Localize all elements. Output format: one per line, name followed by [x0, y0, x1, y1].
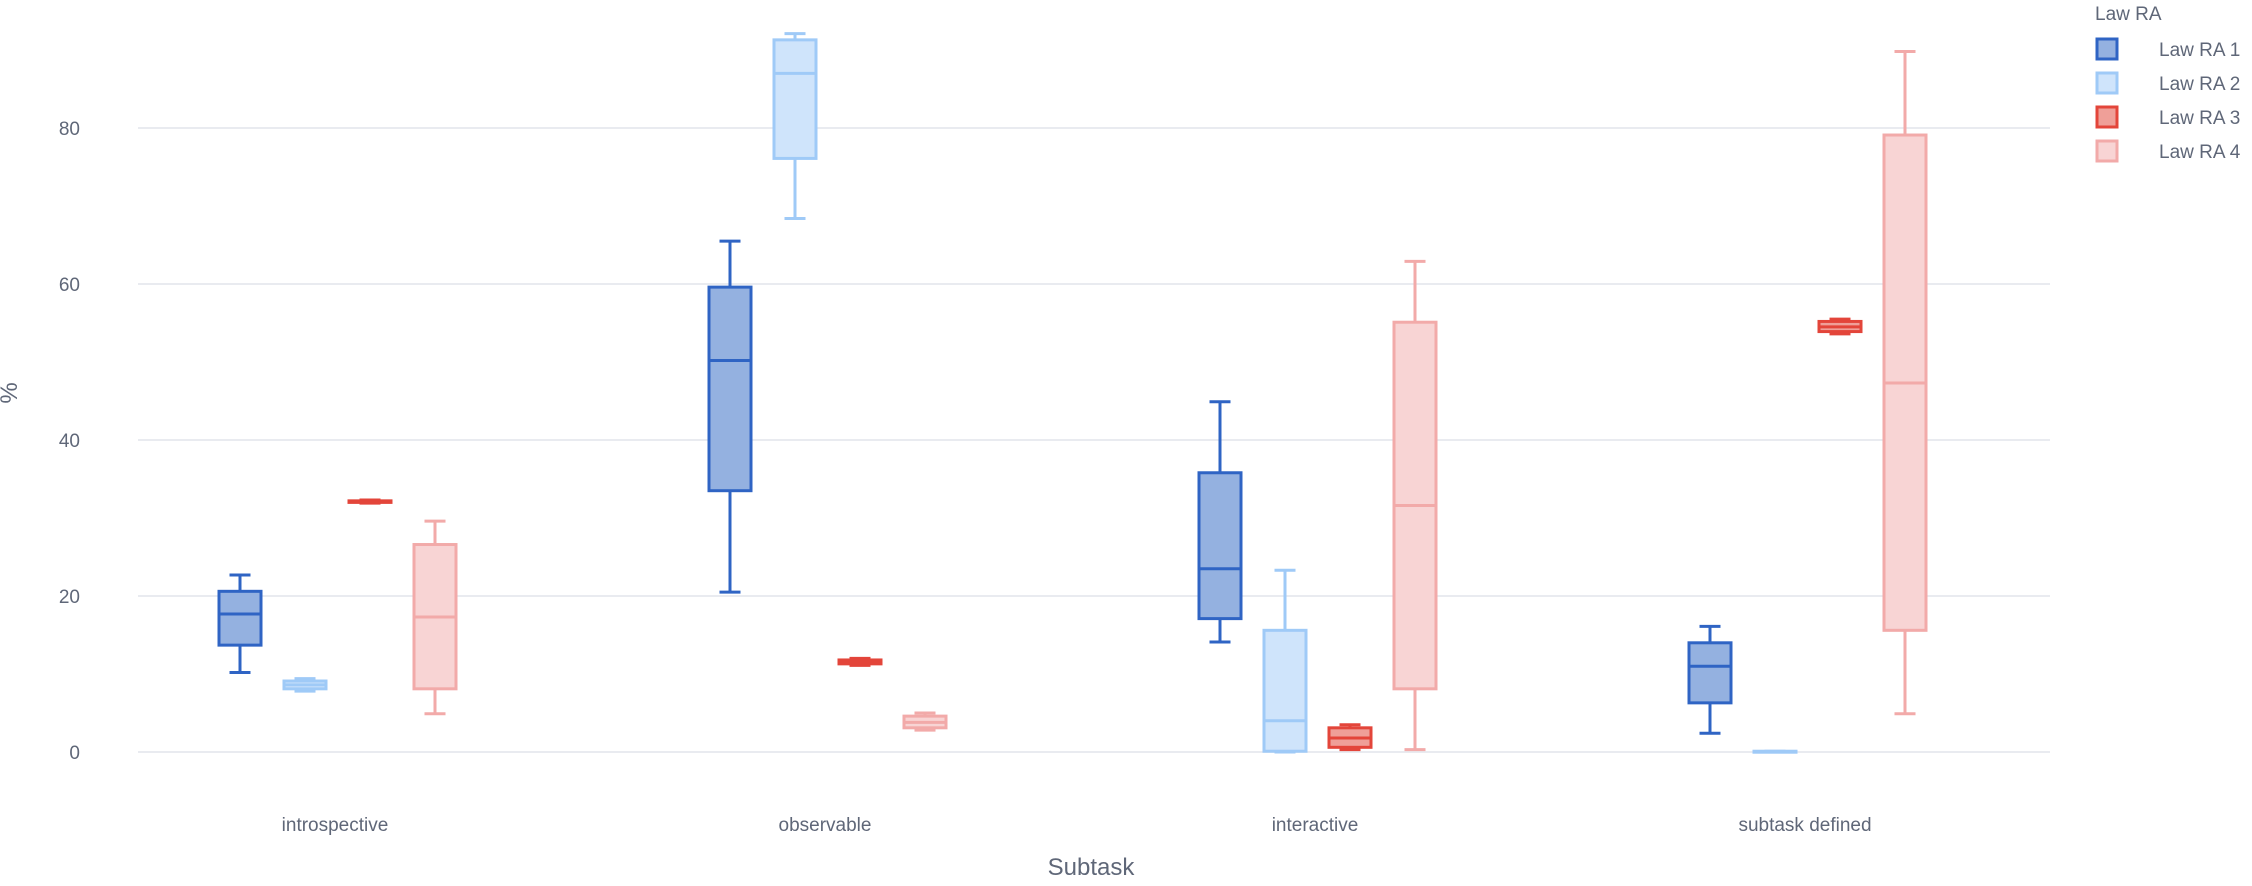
box[interactable]	[1197, 400, 1243, 644]
box[interactable]	[1392, 259, 1438, 752]
box-series	[217, 32, 1928, 754]
iqr-box[interactable]	[1687, 641, 1733, 705]
legend-title: Law RA	[2095, 4, 2162, 25]
legend-item[interactable]: Law RA 4	[2095, 139, 2241, 163]
y-tick-label: 80	[59, 119, 80, 140]
y-tick-label: 40	[59, 431, 80, 452]
legend-swatch	[2095, 139, 2119, 163]
iqr-box[interactable]	[217, 589, 263, 647]
iqr-box[interactable]	[707, 285, 753, 493]
box[interactable]	[282, 677, 328, 693]
box[interactable]	[1687, 624, 1733, 735]
x-axis-ticks: introspective observable interactive subtas…	[282, 815, 1872, 836]
series-law-ra-3	[347, 317, 1863, 752]
series-law-ra-4	[412, 50, 1928, 752]
box[interactable]	[707, 239, 753, 594]
box[interactable]	[347, 498, 393, 505]
box[interactable]	[1752, 749, 1798, 754]
legend-item[interactable]: Law RA 1	[2095, 37, 2240, 61]
y-tick-label: 0	[69, 743, 80, 764]
legend-swatch	[2095, 71, 2119, 95]
x-tick-label: subtask defined	[1738, 815, 1871, 836]
x-tick-label: observable	[779, 815, 872, 836]
legend-item[interactable]: Law RA 2	[2095, 71, 2240, 95]
series-law-ra-1	[217, 239, 1733, 735]
box[interactable]	[902, 711, 948, 732]
legend-label: Law RA 3	[2159, 108, 2240, 129]
y-tick-label: 20	[59, 587, 80, 608]
legend-item[interactable]: Law RA 3	[2095, 105, 2240, 129]
iqr-box[interactable]	[772, 38, 818, 160]
box[interactable]	[217, 573, 263, 674]
legend-swatch	[2095, 37, 2119, 61]
box[interactable]	[837, 656, 883, 667]
legend-label: Law RA 1	[2159, 40, 2240, 61]
y-axis-title: %	[0, 382, 23, 403]
legend-label: Law RA 2	[2159, 74, 2240, 95]
box[interactable]	[412, 519, 458, 716]
series-law-ra-2	[282, 32, 1798, 754]
box[interactable]	[1262, 568, 1308, 754]
box[interactable]	[1327, 723, 1373, 752]
legend-label: Law RA 4	[2159, 142, 2241, 163]
box[interactable]	[1817, 317, 1863, 336]
legend-items[interactable]: Law RA 1 Law RA 2 Law RA 3 Law RA 4	[2095, 37, 2241, 163]
x-axis-title: Subtask	[1048, 854, 1136, 881]
x-tick-label: interactive	[1272, 815, 1359, 836]
y-axis-ticks: 0 20 40 60 80	[59, 119, 80, 764]
legend[interactable]: Law RA Law RA 1 Law RA 2 Law RA 3 Law RA 4	[2095, 4, 2241, 163]
box[interactable]	[772, 32, 818, 220]
legend-swatch	[2095, 105, 2119, 129]
iqr-box[interactable]	[1197, 471, 1243, 621]
box[interactable]	[1882, 50, 1928, 716]
x-tick-label: introspective	[282, 815, 389, 836]
y-tick-label: 60	[59, 275, 80, 296]
iqr-box[interactable]	[1262, 628, 1308, 753]
